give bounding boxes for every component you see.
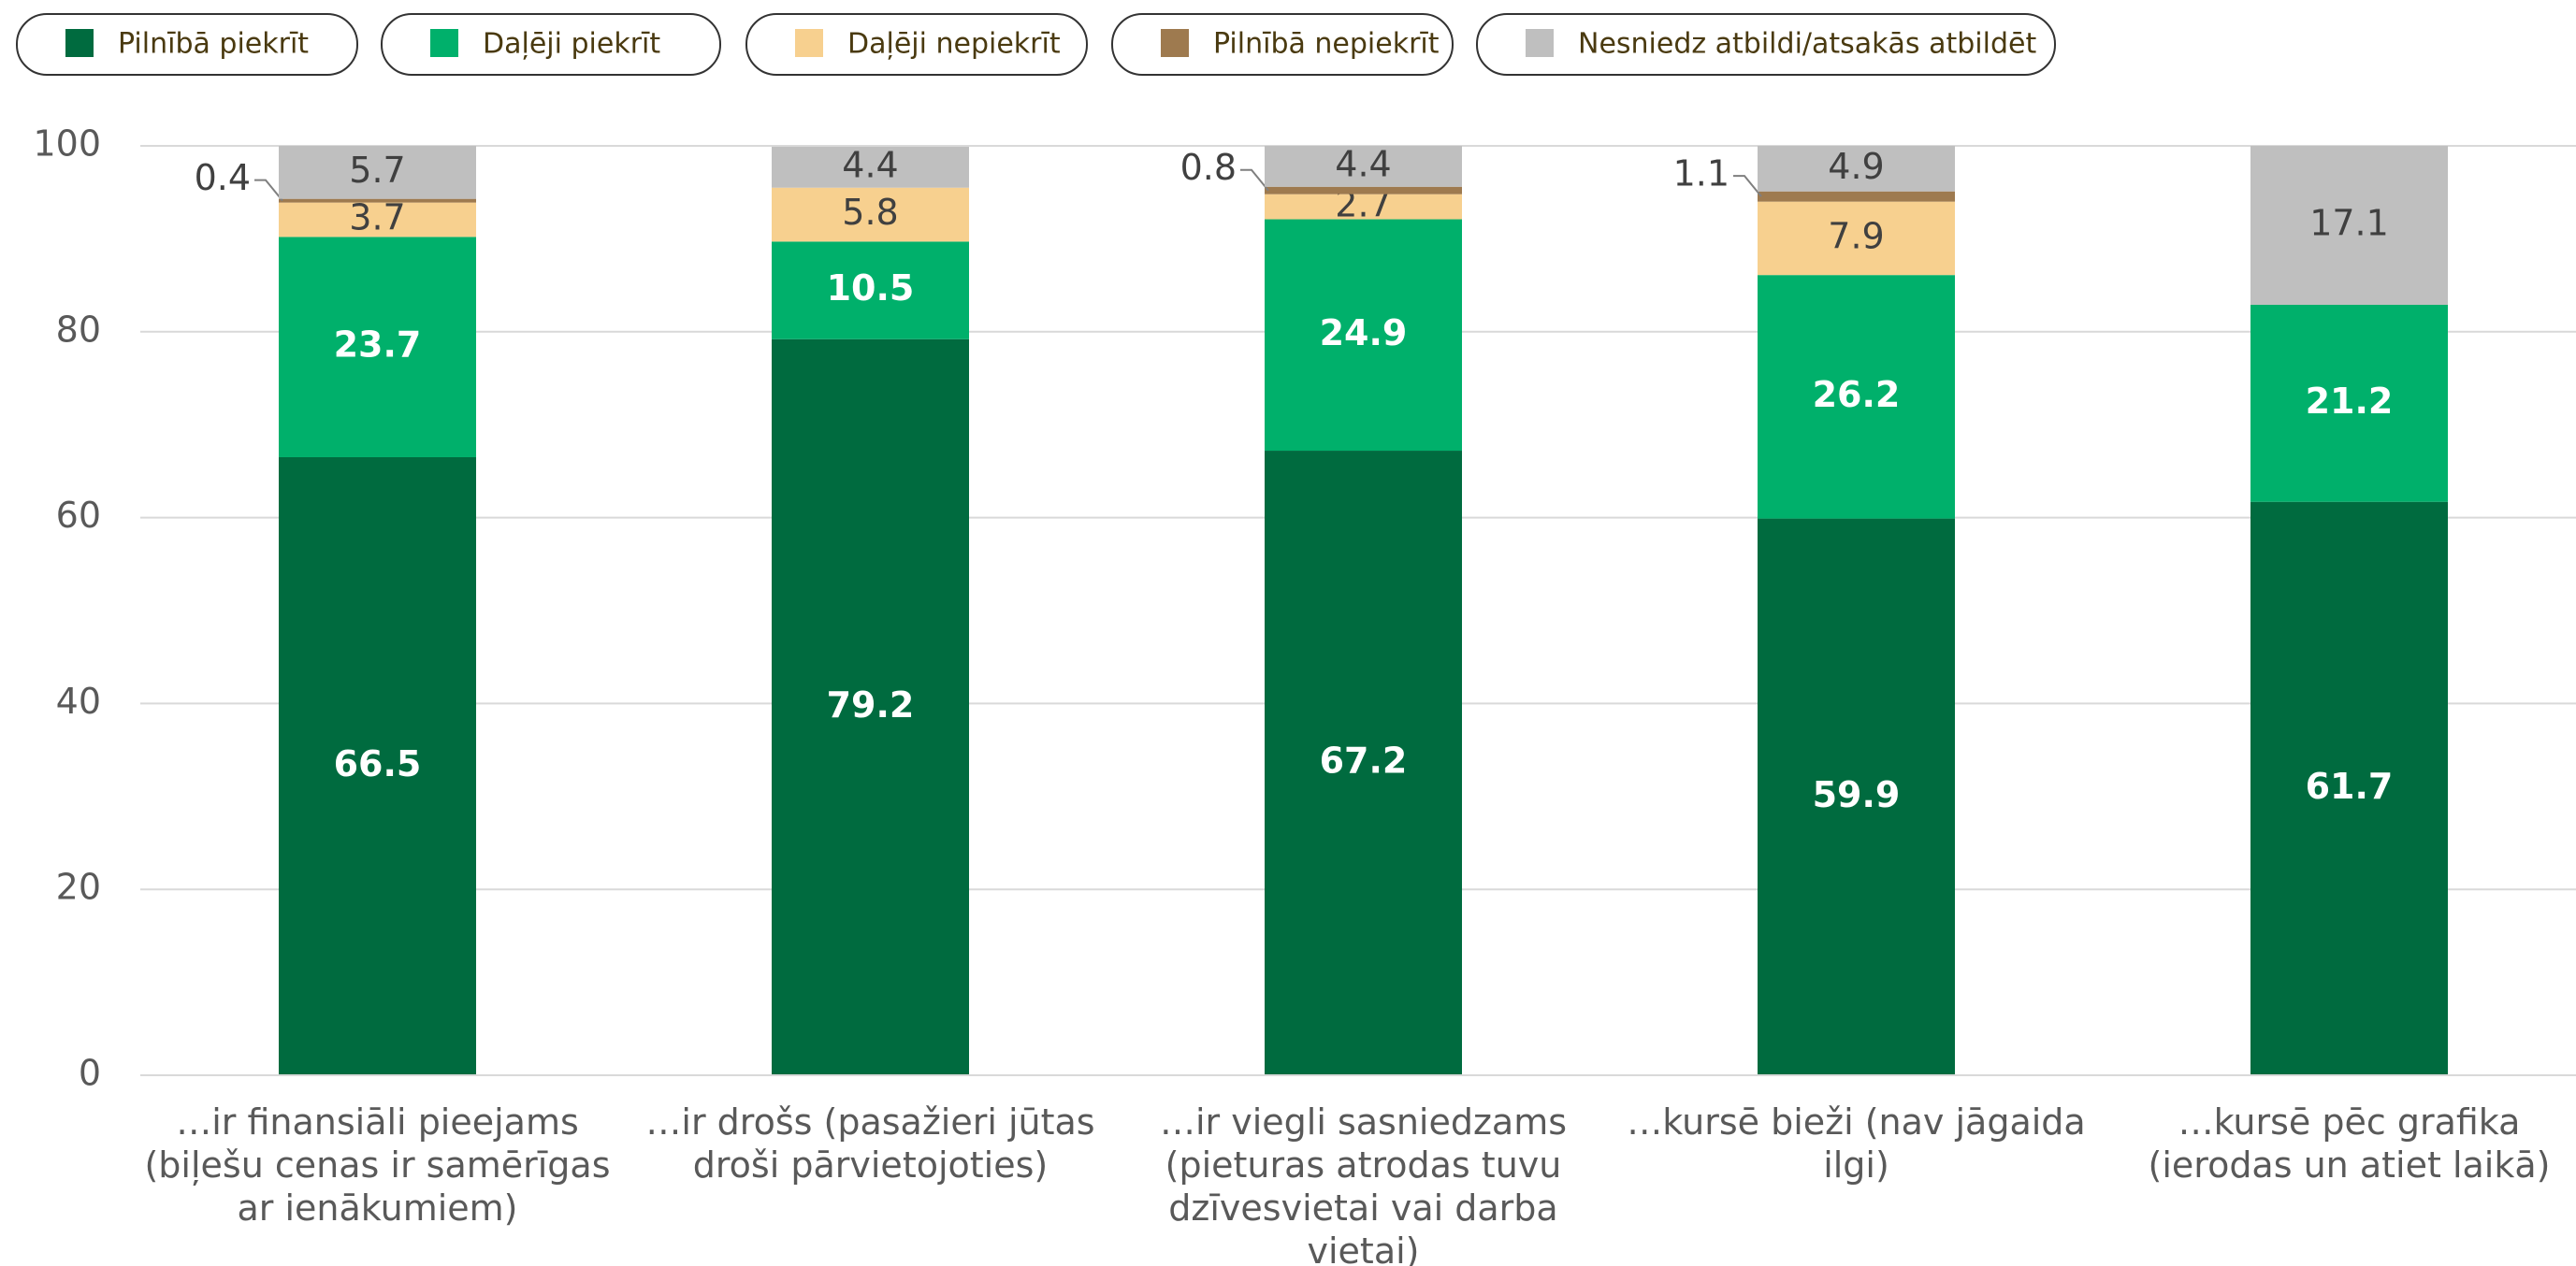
legend-pill <box>1111 13 1454 76</box>
data-label: 66.5 <box>334 743 422 784</box>
legend-pill <box>381 13 721 76</box>
data-label: 17.1 <box>2309 202 2389 243</box>
data-label: 7.9 <box>1828 215 1884 256</box>
legend-swatch <box>1161 29 1189 57</box>
bar-segment <box>1265 451 1462 1076</box>
x-tick-label: …kursē bieži (nav jāgaida ilgi) <box>1627 1101 2085 1186</box>
data-label: 61.7 <box>2306 766 2394 807</box>
data-label: 21.2 <box>2306 381 2394 422</box>
legend-label: Pilnībā nepiekrīt <box>1213 28 1440 61</box>
bar-segment <box>1265 194 1462 220</box>
bar-segment <box>2250 304 2448 502</box>
bar-segment <box>279 202 476 237</box>
data-label: 23.7 <box>334 324 422 366</box>
x-tick-label: …ir drošs (pasažieri jūtas droši pārvieto… <box>645 1101 1094 1186</box>
legend-pill <box>1476 13 2056 76</box>
x-tick-line: …kursē bieži (nav jāgaida <box>1627 1101 2085 1143</box>
bar-segment <box>279 146 476 199</box>
legend-swatch <box>65 29 94 57</box>
data-label: 4.9 <box>1828 146 1884 187</box>
x-tick-line: …ir viegli sasniedzams <box>1160 1101 1567 1143</box>
bar-segment <box>1758 275 1955 519</box>
bar-segment <box>772 241 969 339</box>
bar-segment <box>772 187 969 242</box>
leader-line <box>1240 168 1269 192</box>
legend-label: Daļēji nepiekrīt <box>847 28 1061 61</box>
data-label: 67.2 <box>1320 741 1408 782</box>
legend-pill <box>16 13 358 76</box>
data-label: 0.4 <box>195 157 251 198</box>
legend-swatch <box>430 29 458 57</box>
legend-swatch <box>1526 29 1554 57</box>
data-label: 5.8 <box>842 192 898 233</box>
legend-label: Daļēji piekrīt <box>483 28 660 61</box>
x-tick-line: …kursē pēc grafika <box>2178 1101 2521 1143</box>
leader-line <box>254 179 283 202</box>
data-label: 79.2 <box>827 684 915 726</box>
data-label: 24.9 <box>1320 312 1408 353</box>
data-label: 4.4 <box>842 144 898 185</box>
y-tick-label: 20 <box>56 867 101 908</box>
legend-label: Nesniedz atbildi/atsakās atbildēt <box>1578 28 2036 61</box>
x-tick-line: vietai) <box>1308 1230 1420 1266</box>
bar-segment <box>1758 191 1955 202</box>
bar-segment <box>2250 501 2448 1075</box>
y-tick-label: 100 <box>33 123 101 165</box>
bar-segment <box>1265 186 1462 194</box>
bar-segment <box>772 146 969 188</box>
bar-segment <box>1758 518 1955 1075</box>
data-label: 3.7 <box>349 197 405 238</box>
x-tick-label: …ir viegli sasniedzams (pieturas atrodas … <box>1160 1101 1567 1266</box>
data-label: 10.5 <box>827 267 915 309</box>
x-tick-line: …ir drošs (pasažieri jūtas <box>645 1101 1094 1143</box>
data-label: 0.8 <box>1180 147 1237 188</box>
bar-segment <box>279 237 476 457</box>
bar-segment <box>772 338 969 1075</box>
bar-segment <box>2250 146 2448 305</box>
x-tick-line: ilgi) <box>1823 1144 1889 1186</box>
x-tick-line: …ir finansiāli pieejams <box>176 1101 579 1143</box>
x-tick-line: dzīvesvietai vai darba <box>1168 1187 1557 1229</box>
x-tick-line: ar ienākumiem) <box>237 1187 517 1229</box>
bar-segment <box>1265 146 1462 187</box>
x-tick-line: (pieturas atrodas tuvu <box>1165 1144 1562 1186</box>
data-label: 4.4 <box>1335 143 1391 184</box>
legend-label: Pilnībā piekrīt <box>118 28 309 61</box>
y-tick-label: 60 <box>56 495 101 536</box>
leader-line <box>1733 175 1762 197</box>
x-tick-label: …kursē pēc grafika (ierodas un atiet laik… <box>2149 1101 2551 1186</box>
bar-segment <box>1758 201 1955 276</box>
bar-segment <box>279 456 476 1075</box>
data-label: 5.7 <box>349 150 405 191</box>
data-label: 1.1 <box>1673 153 1729 194</box>
data-label: 26.2 <box>1813 374 1901 415</box>
legend-pill <box>745 13 1088 76</box>
y-tick-label: 80 <box>56 309 101 350</box>
bar-segment <box>1265 219 1462 452</box>
y-tick-label: 40 <box>56 681 101 722</box>
x-tick-line: droši pārvietojoties) <box>693 1144 1048 1186</box>
x-tick-line: (biļešu cenas ir samērīgas <box>144 1144 610 1186</box>
bar-segment <box>279 198 476 203</box>
legend-swatch <box>795 29 823 57</box>
y-tick-label: 0 <box>79 1053 101 1094</box>
data-label: 59.9 <box>1813 774 1901 815</box>
x-tick-label: …ir finansiāli pieejams (biļešu cenas ir … <box>144 1101 610 1229</box>
x-tick-line: (ierodas un atiet laikā) <box>2149 1144 2551 1186</box>
bar-segment <box>1758 146 1955 192</box>
